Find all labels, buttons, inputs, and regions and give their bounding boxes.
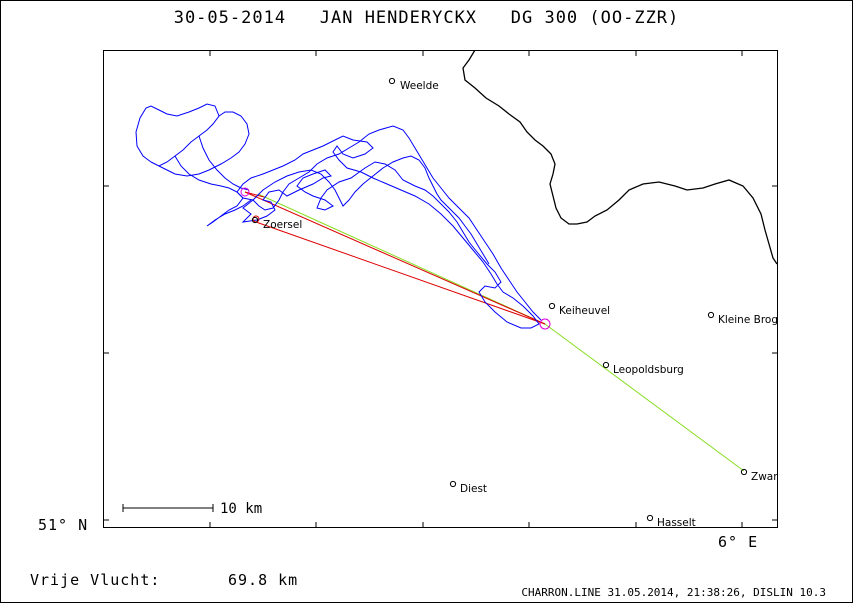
scale-bar <box>122 504 214 512</box>
town-label-weelde: Weelde <box>400 80 439 92</box>
task-lines <box>244 191 745 472</box>
town-marker <box>707 311 715 319</box>
town-marker <box>388 77 396 85</box>
longitude-label: 6° E <box>718 533 759 551</box>
map-title: 30-05-2014 JAN HENDERYCKX DG 300 (OO-ZZR… <box>173 8 680 28</box>
country-border <box>462 50 778 265</box>
flight-track-mid <box>252 155 490 265</box>
town-label-kleine-brogel: Kleine Brogel <box>718 314 778 326</box>
town-marker <box>449 480 457 488</box>
distance-label: Vrije Vlucht: <box>30 571 161 589</box>
flight-map: Weelde Zoersel Keiheuvel Kleine Brogel L… <box>103 50 778 528</box>
task-line <box>544 323 745 472</box>
axis-ticks <box>103 50 778 528</box>
task-line <box>257 193 546 325</box>
town-label-zwartberg: Zwartberg <box>751 471 778 483</box>
town-marker <box>602 361 610 369</box>
flight-track-west <box>135 103 252 227</box>
free-flight-line <box>255 221 546 325</box>
footer-info: CHARRON.LINE 31.05.2014, 21:38:26, DISLI… <box>521 586 826 599</box>
map-frame <box>103 50 778 528</box>
town-marker <box>251 216 259 224</box>
scale-bar-label: 10 km <box>220 501 262 517</box>
towns <box>251 77 748 522</box>
flight-track <box>236 125 542 329</box>
town-label-hasselt: Hasselt <box>657 517 696 528</box>
free-flight-line <box>244 191 546 325</box>
turnpoint-circle <box>539 318 551 330</box>
town-marker <box>646 514 654 522</box>
start-circle <box>252 215 260 223</box>
free-flight-line <box>244 191 265 198</box>
town-label-keiheuvel: Keiheuvel <box>559 305 610 317</box>
distance-value: 69.8 km <box>228 571 299 589</box>
turnpoint-circle <box>240 187 250 197</box>
town-marker <box>740 468 748 476</box>
town-label-zoersel: Zoersel <box>263 219 302 231</box>
latitude-label: 51° N <box>38 516 89 534</box>
town-marker <box>548 302 556 310</box>
town-label-leopoldsburg: Leopoldsburg <box>613 364 684 376</box>
town-label-diest: Diest <box>460 483 487 495</box>
